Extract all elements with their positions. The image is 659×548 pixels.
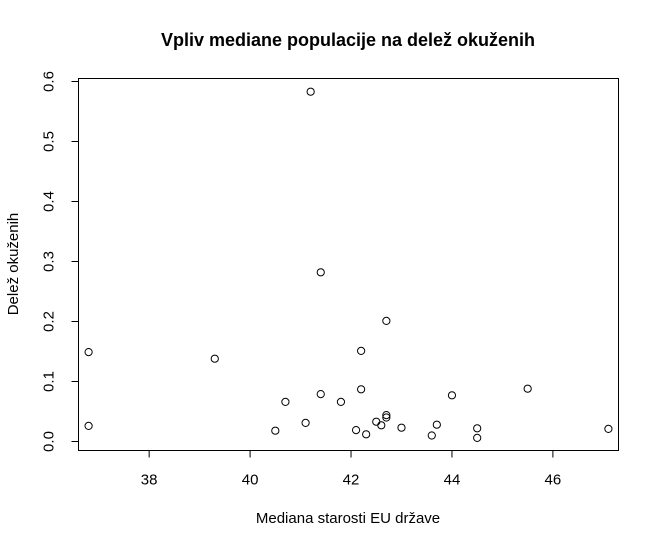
data-point xyxy=(382,413,391,422)
data-point xyxy=(357,385,366,394)
data-point xyxy=(301,418,310,427)
data-point xyxy=(432,420,441,429)
y-tick-label: 0.4 xyxy=(41,191,58,212)
data-point xyxy=(84,421,93,430)
data-point xyxy=(397,423,406,432)
data-point xyxy=(316,390,325,399)
y-axis-label: Delež okuženih xyxy=(5,213,22,316)
data-point xyxy=(473,433,482,442)
data-point xyxy=(271,426,280,435)
data-point xyxy=(336,397,346,406)
data-point xyxy=(523,384,532,393)
x-tick-label: 46 xyxy=(545,472,562,489)
data-point xyxy=(604,424,613,433)
y-tick-label: 0.3 xyxy=(41,251,58,272)
data-point xyxy=(382,411,391,420)
data-point xyxy=(84,348,93,357)
y-tick-label: 0.5 xyxy=(41,131,58,152)
data-point xyxy=(210,354,219,363)
x-tick-label: 44 xyxy=(444,472,461,489)
y-axis: 0.0 0.1 0.2 0.3 0.4 0.5 0.6 xyxy=(41,71,79,452)
data-point xyxy=(377,421,386,430)
x-axis-label: Mediana starosti EU države xyxy=(256,510,440,527)
x-tick-label: 42 xyxy=(343,472,360,489)
x-axis: 38 40 42 44 46 xyxy=(141,450,562,489)
data-point xyxy=(357,346,366,355)
data-point xyxy=(372,417,381,426)
y-tick-label: 0.2 xyxy=(41,311,58,332)
data-points xyxy=(84,87,613,442)
data-point xyxy=(351,426,361,435)
data-point xyxy=(362,430,371,439)
data-point xyxy=(306,87,315,96)
y-tick-label: 0.1 xyxy=(41,371,58,392)
data-point xyxy=(281,397,290,406)
data-point xyxy=(427,431,436,440)
data-point xyxy=(382,316,391,325)
chart-title: Vpliv mediane populacije na delež okužen… xyxy=(161,30,535,50)
data-point xyxy=(447,391,457,400)
y-tick-label: 0.6 xyxy=(41,71,58,92)
x-tick-label: 40 xyxy=(242,472,259,489)
plot-frame xyxy=(78,78,619,451)
data-point xyxy=(316,268,325,277)
x-tick-label: 38 xyxy=(141,472,158,489)
y-tick-label: 0.0 xyxy=(41,431,58,452)
data-point xyxy=(473,424,482,433)
